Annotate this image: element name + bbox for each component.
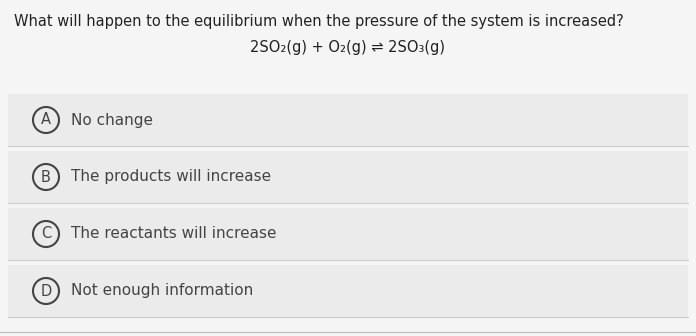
Text: Not enough information: Not enough information <box>71 284 253 298</box>
Text: The reactants will increase: The reactants will increase <box>71 226 276 242</box>
FancyBboxPatch shape <box>8 151 688 203</box>
Text: What will happen to the equilibrium when the pressure of the system is increased: What will happen to the equilibrium when… <box>14 14 624 29</box>
FancyBboxPatch shape <box>8 94 688 146</box>
Text: No change: No change <box>71 113 153 127</box>
Text: B: B <box>41 169 51 184</box>
Text: D: D <box>40 284 52 298</box>
Text: The products will increase: The products will increase <box>71 169 271 184</box>
Text: C: C <box>41 226 51 242</box>
Text: 2SO₂(g) + O₂(g) ⇌ 2SO₃(g): 2SO₂(g) + O₂(g) ⇌ 2SO₃(g) <box>251 40 445 55</box>
Text: A: A <box>41 113 51 127</box>
FancyBboxPatch shape <box>8 208 688 260</box>
FancyBboxPatch shape <box>8 265 688 317</box>
